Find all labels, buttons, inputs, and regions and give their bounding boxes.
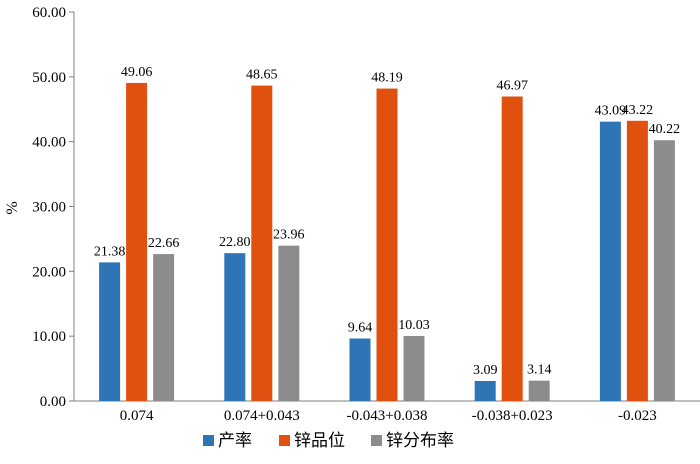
data-label: 49.06 bbox=[121, 65, 153, 80]
bar-3 bbox=[653, 140, 675, 401]
bar-1 bbox=[599, 121, 621, 401]
bar-1 bbox=[474, 380, 496, 401]
x-tick-label: -0.043+0.038 bbox=[347, 408, 428, 424]
legend-label: 锌品位 bbox=[294, 431, 345, 451]
y-tick-label: 50.00 bbox=[32, 70, 66, 86]
data-labels: 21.38 49.06 22.66 22.80 48.65 23.96 9.64 48.19 1… bbox=[94, 65, 680, 378]
bar-2 bbox=[501, 96, 523, 401]
y-tick-label: 20.00 bbox=[32, 264, 66, 280]
y-tick-label: 0.00 bbox=[40, 394, 66, 410]
x-tick-label: 0.074 bbox=[120, 408, 154, 424]
legend-swatch bbox=[279, 435, 290, 446]
bar-1 bbox=[349, 338, 371, 401]
y-axis-title: % bbox=[4, 201, 21, 214]
data-label: 10.03 bbox=[398, 318, 430, 333]
data-label: 21.38 bbox=[94, 244, 126, 259]
data-label: 43.09 bbox=[595, 104, 627, 119]
bar-1 bbox=[99, 262, 121, 401]
data-label: 3.09 bbox=[473, 363, 498, 378]
bar-2 bbox=[251, 85, 273, 402]
x-tick-label: -0.023 bbox=[618, 408, 657, 424]
bar-3 bbox=[278, 245, 300, 401]
x-tick-label: -0.038+0.023 bbox=[472, 408, 553, 424]
legend-swatch bbox=[203, 435, 214, 446]
legend-swatch bbox=[371, 435, 382, 446]
legend: 产率 锌品位 锌分布率 bbox=[203, 431, 454, 451]
bars bbox=[99, 82, 675, 402]
y-tick-label: 60.00 bbox=[32, 5, 66, 21]
bar-1 bbox=[224, 253, 246, 401]
data-label: 43.22 bbox=[622, 103, 654, 118]
bar-2 bbox=[126, 82, 148, 401]
data-label: 23.96 bbox=[273, 228, 305, 243]
y-tick-label: 10.00 bbox=[32, 329, 66, 345]
axes: 0.00 10.00 20.00 30.00 40.00 50.00 60.00% 0.074… bbox=[4, 5, 700, 424]
data-label: 22.80 bbox=[219, 235, 251, 250]
bar-2 bbox=[626, 120, 648, 401]
bar-3 bbox=[528, 380, 550, 401]
data-label: 22.66 bbox=[148, 236, 180, 251]
data-label: 9.64 bbox=[348, 321, 373, 336]
y-tick-label: 30.00 bbox=[32, 200, 66, 216]
legend-label: 产率 bbox=[218, 431, 252, 451]
data-label: 48.65 bbox=[246, 68, 278, 83]
data-label: 40.22 bbox=[649, 122, 681, 137]
data-label: 3.14 bbox=[527, 363, 552, 378]
legend-label: 锌分布率 bbox=[386, 431, 454, 451]
bar-3 bbox=[153, 254, 175, 401]
bar-2 bbox=[376, 88, 398, 401]
x-tick-label: 0.074+0.043 bbox=[224, 408, 300, 424]
bar-3 bbox=[403, 335, 425, 401]
data-label: 46.97 bbox=[496, 78, 528, 93]
y-tick-label: 40.00 bbox=[32, 135, 66, 151]
data-label: 48.19 bbox=[371, 71, 403, 86]
